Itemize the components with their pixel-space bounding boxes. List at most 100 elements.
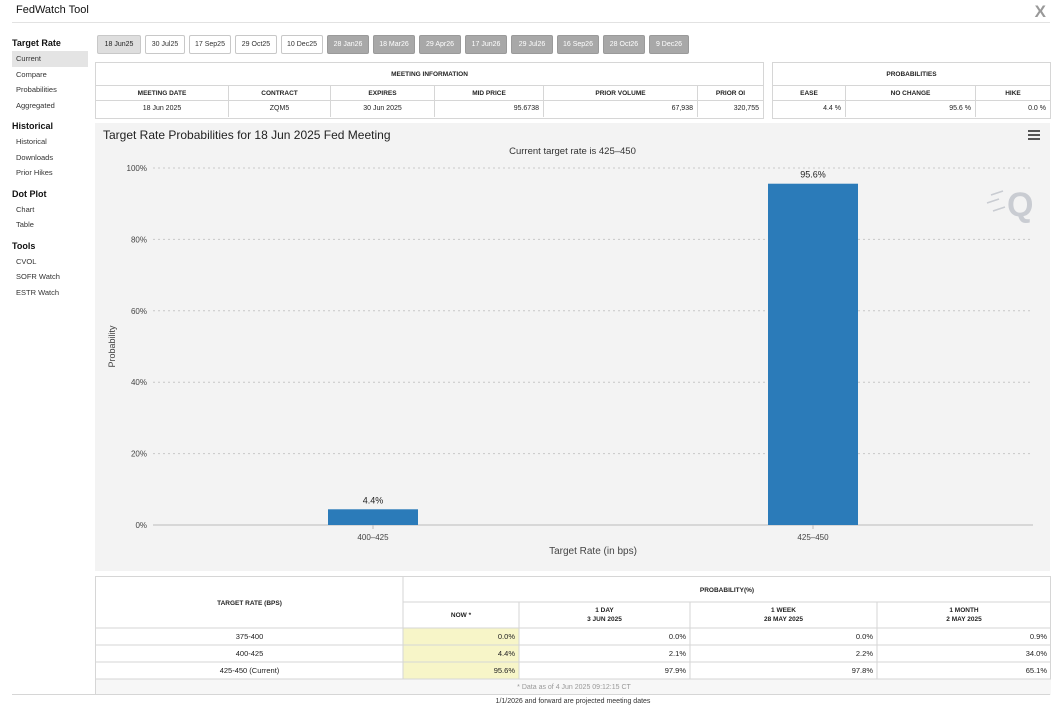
probabilities-header: NO CHANGE — [846, 86, 976, 101]
sidebar-group: Historical Historical Downloads Prior Hikes — [12, 121, 88, 181]
sidebar-item[interactable]: Prior Hikes — [16, 168, 53, 177]
meeting-tab[interactable]: 10 Dec25 — [281, 35, 323, 54]
probability-cell: 4.4% — [498, 649, 515, 658]
probability-column-header: 1 MONTH — [949, 607, 979, 614]
sidebar-item[interactable]: SOFR Watch — [16, 272, 60, 281]
sidebar-item[interactable]: Probabilities — [16, 85, 57, 94]
meeting-info-header: PRIOR OI — [698, 86, 763, 101]
watermark-logo-icon: Q — [1007, 186, 1033, 224]
meeting-info-value: ZQM5 — [229, 101, 331, 117]
meeting-tab[interactable]: 30 Jul25 — [145, 35, 185, 54]
target-rate-cell: 425-450 (Current) — [220, 666, 280, 675]
title-divider — [12, 22, 1050, 23]
meeting-tab[interactable]: 29 Oct25 — [235, 35, 277, 54]
sidebar-item[interactable]: ESTR Watch — [16, 287, 60, 297]
meeting-tab[interactable]: 17 Jun26 — [465, 35, 507, 54]
footer-divider — [12, 694, 1050, 695]
probability-cell: 97.8% — [852, 666, 874, 675]
target-rate-cell: 400-425 — [236, 649, 264, 658]
sidebar-group: Tools CVOL SOFR Watch ESTR Watch — [12, 241, 88, 301]
y-tick-label: 20% — [131, 450, 147, 459]
meeting-info-header: PRIOR VOLUME — [544, 86, 698, 101]
y-tick-label: 100% — [127, 164, 147, 173]
sidebar-item[interactable]: Current — [12, 51, 88, 67]
probability-cell: 2.2% — [856, 649, 873, 658]
meeting-info-value: 320,755 — [733, 105, 759, 112]
meeting-info-value: 67,938 — [544, 101, 698, 117]
x-tick-label: 425–450 — [797, 533, 829, 542]
y-tick-label: 80% — [131, 235, 147, 244]
watermark-stroke — [990, 190, 1004, 196]
probabilities-title: PROBABILITIES — [773, 63, 1050, 86]
probabilities-value: 0.0 % — [1028, 105, 1046, 112]
probability-bar-chart: Q 0% 20% 40% 60% 80% 100% 4.4% 400–425 95.6% 425–4… — [107, 164, 1033, 557]
meeting-tab[interactable]: 18 Jun25 — [97, 35, 141, 54]
meeting-tab[interactable]: 29 Jul26 — [511, 35, 553, 54]
meeting-information-title: MEETING INFORMATION — [96, 63, 763, 86]
chart-menu-icon[interactable] — [1028, 130, 1040, 142]
now-column-highlight — [403, 628, 519, 679]
sidebar-heading: Historical — [12, 121, 54, 131]
probability-cell: 95.6% — [494, 666, 516, 675]
y-tick-label: 60% — [131, 307, 147, 316]
bar-data-label: 95.6% — [800, 170, 826, 180]
probability-column-header: 1 WEEK — [771, 607, 796, 614]
app-title: FedWatch Tool — [16, 4, 89, 16]
sidebar-item[interactable]: Chart — [16, 204, 35, 214]
data-timestamp-note: * Data as of 4 Jun 2025 09:12:15 CT — [517, 684, 631, 691]
meeting-tab[interactable]: 16 Sep26 — [557, 35, 599, 54]
chart-panel: Target Rate Probabilities for 18 Jun 202… — [95, 123, 1050, 571]
probability-column-header: 1 DAY — [595, 607, 614, 614]
sidebar-item[interactable]: Aggregated — [16, 100, 55, 110]
x-axis-title: Target Rate (in bps) — [549, 546, 637, 557]
probability-cell: 0.0% — [498, 632, 515, 641]
probability-column-date: 3 JUN 2025 — [587, 616, 622, 623]
probability-cell: 65.1% — [1026, 666, 1048, 675]
probabilities-header: HIKE — [976, 86, 1050, 101]
probability-cell: 0.0% — [669, 632, 686, 641]
probability-bar[interactable] — [328, 509, 418, 525]
y-axis-title: Probability — [107, 325, 117, 368]
meeting-tab[interactable]: 28 Oct26 — [603, 35, 645, 54]
sidebar-item[interactable]: Historical — [16, 137, 47, 146]
meeting-tab[interactable]: 29 Apr26 — [419, 35, 461, 54]
note-row-background — [96, 679, 1051, 695]
probability-bar[interactable] — [768, 183, 858, 525]
sidebar-item[interactable]: Compare — [16, 69, 47, 79]
sidebar-nav: Target Rate Current Compare Probabilities Ag… — [12, 38, 88, 308]
probability-column-date: 2 MAY 2025 — [946, 616, 982, 623]
probabilities-panel: PROBABILITIES EASE NO CHANGE HIKE 4.4 % 95.… — [772, 62, 1051, 119]
meeting-info-header: EXPIRES — [331, 86, 435, 101]
sidebar-item[interactable]: CVOL — [16, 256, 37, 266]
sidebar-group: Dot Plot Chart Table — [12, 189, 88, 233]
meeting-tab[interactable]: 17 Sep25 — [189, 35, 231, 54]
sidebar-item[interactable]: Table — [16, 220, 34, 229]
meeting-tab[interactable]: 28 Jan26 — [327, 35, 369, 54]
target-rate-cell: 375-400 — [236, 632, 264, 641]
meeting-information-panel: MEETING INFORMATION MEETING DATE CONTRACT… — [95, 62, 764, 119]
meeting-tab[interactable]: 18 Mar26 — [373, 35, 415, 54]
rate-probability-table: TARGET RATE (BPS) PROBABILITY(%) NOW * 1 DA… — [95, 576, 1051, 695]
meeting-info-header: MEETING DATE — [96, 86, 229, 101]
probability-cell: 2.1% — [669, 649, 686, 658]
x-tick-label: 400–425 — [357, 533, 389, 542]
sidebar-item[interactable]: Downloads — [16, 152, 54, 162]
probability-cell: 34.0% — [1026, 649, 1048, 658]
bar-data-label: 4.4% — [363, 495, 384, 505]
meeting-info-value: 95.6738 — [435, 101, 544, 117]
target-rate-header: TARGET RATE (BPS) — [217, 600, 282, 607]
y-tick-label: 0% — [135, 521, 147, 530]
probability-cell: 97.9% — [665, 666, 687, 675]
rate-table-grid: TARGET RATE (BPS) PROBABILITY(%) NOW * 1 DA… — [96, 577, 1051, 695]
sidebar-heading: Tools — [12, 240, 36, 251]
chart-title: Target Rate Probabilities for 18 Jun 202… — [103, 128, 391, 142]
probabilities-value: 4.4 % — [773, 101, 846, 117]
close-icon[interactable]: X — [1034, 2, 1046, 21]
meeting-info-header: CONTRACT — [229, 86, 331, 101]
probability-header: PROBABILITY(%) — [700, 587, 754, 594]
sidebar-heading: Target Rate — [12, 38, 61, 48]
probability-cell: 0.0% — [856, 632, 873, 641]
meeting-tab[interactable]: 9 Dec26 — [649, 35, 689, 54]
y-tick-label: 40% — [131, 378, 147, 387]
watermark-stroke — [992, 206, 1006, 212]
